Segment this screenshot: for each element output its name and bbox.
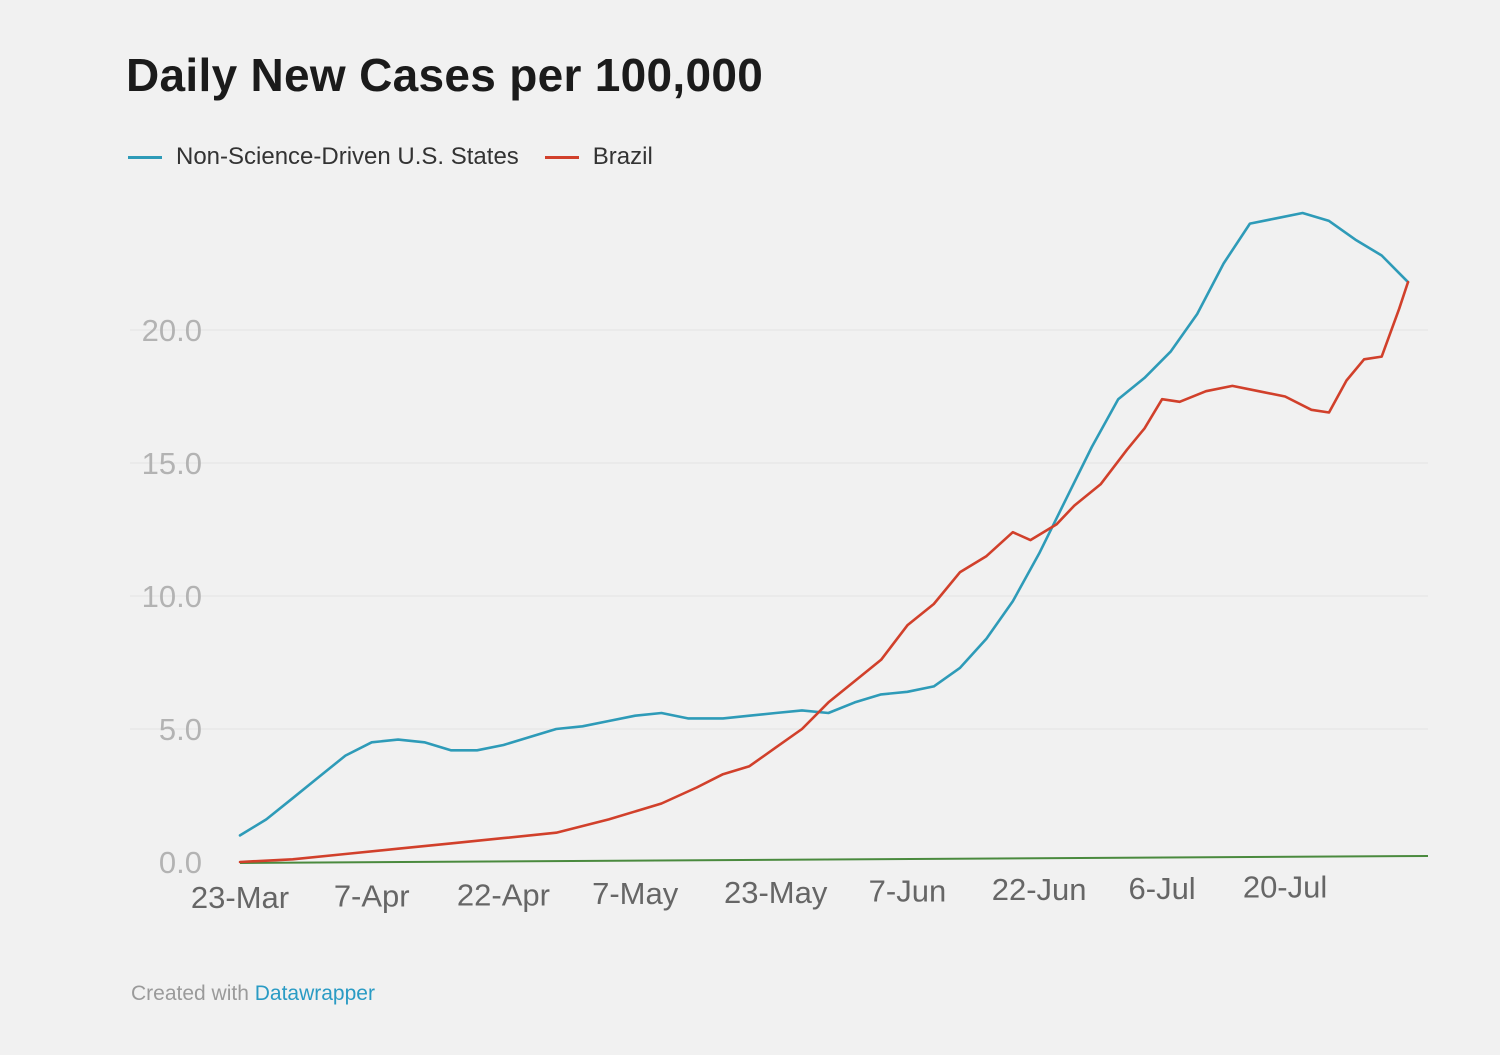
legend-swatch-brazil — [544, 155, 579, 159]
legend-swatch-us-states — [128, 155, 162, 159]
x-tick-label: 20-Jul — [1243, 870, 1327, 905]
credit-line: Created with Datawrapper — [131, 982, 375, 1006]
legend: Non-Science-Driven U.S. States Brazil — [128, 143, 679, 171]
x-tick-label: 22-Jun — [992, 872, 1087, 907]
series-line-us-states-line — [238, 211, 1410, 837]
y-tick-label: 20.0 — [142, 313, 202, 348]
x-tick-label: 23-May — [724, 875, 828, 910]
x-tick-label: 23-Mar — [191, 880, 289, 915]
x-tick-label: 22-Apr — [457, 877, 550, 912]
x-tick-label: 6-Jul — [1129, 871, 1196, 906]
y-tick-label: 10.0 — [142, 579, 202, 614]
y-tick-label: 15.0 — [142, 446, 202, 481]
x-tick-label: 7-Jun — [869, 874, 947, 909]
legend-label-us-states: Non-Science-Driven U.S. States — [176, 143, 519, 170]
legend-item-us-states[interactable]: Non-Science-Driven U.S. States — [128, 143, 519, 171]
x-axis-line — [239, 855, 1429, 864]
credit-prefix: Created with — [131, 982, 249, 1005]
legend-label-brazil: Brazil — [592, 143, 653, 170]
x-tick-label: 7-May — [592, 876, 679, 911]
datawrapper-link[interactable]: Datawrapper — [254, 982, 375, 1005]
legend-item-brazil[interactable]: Brazil — [544, 143, 653, 171]
chart-title: Daily New Cases per 100,000 — [126, 49, 764, 101]
y-tick-label: 0.0 — [159, 845, 202, 880]
series-line-brazil-line — [238, 280, 1410, 864]
x-tick-label: 7-Apr — [334, 879, 410, 914]
y-tick-label: 5.0 — [159, 712, 202, 747]
